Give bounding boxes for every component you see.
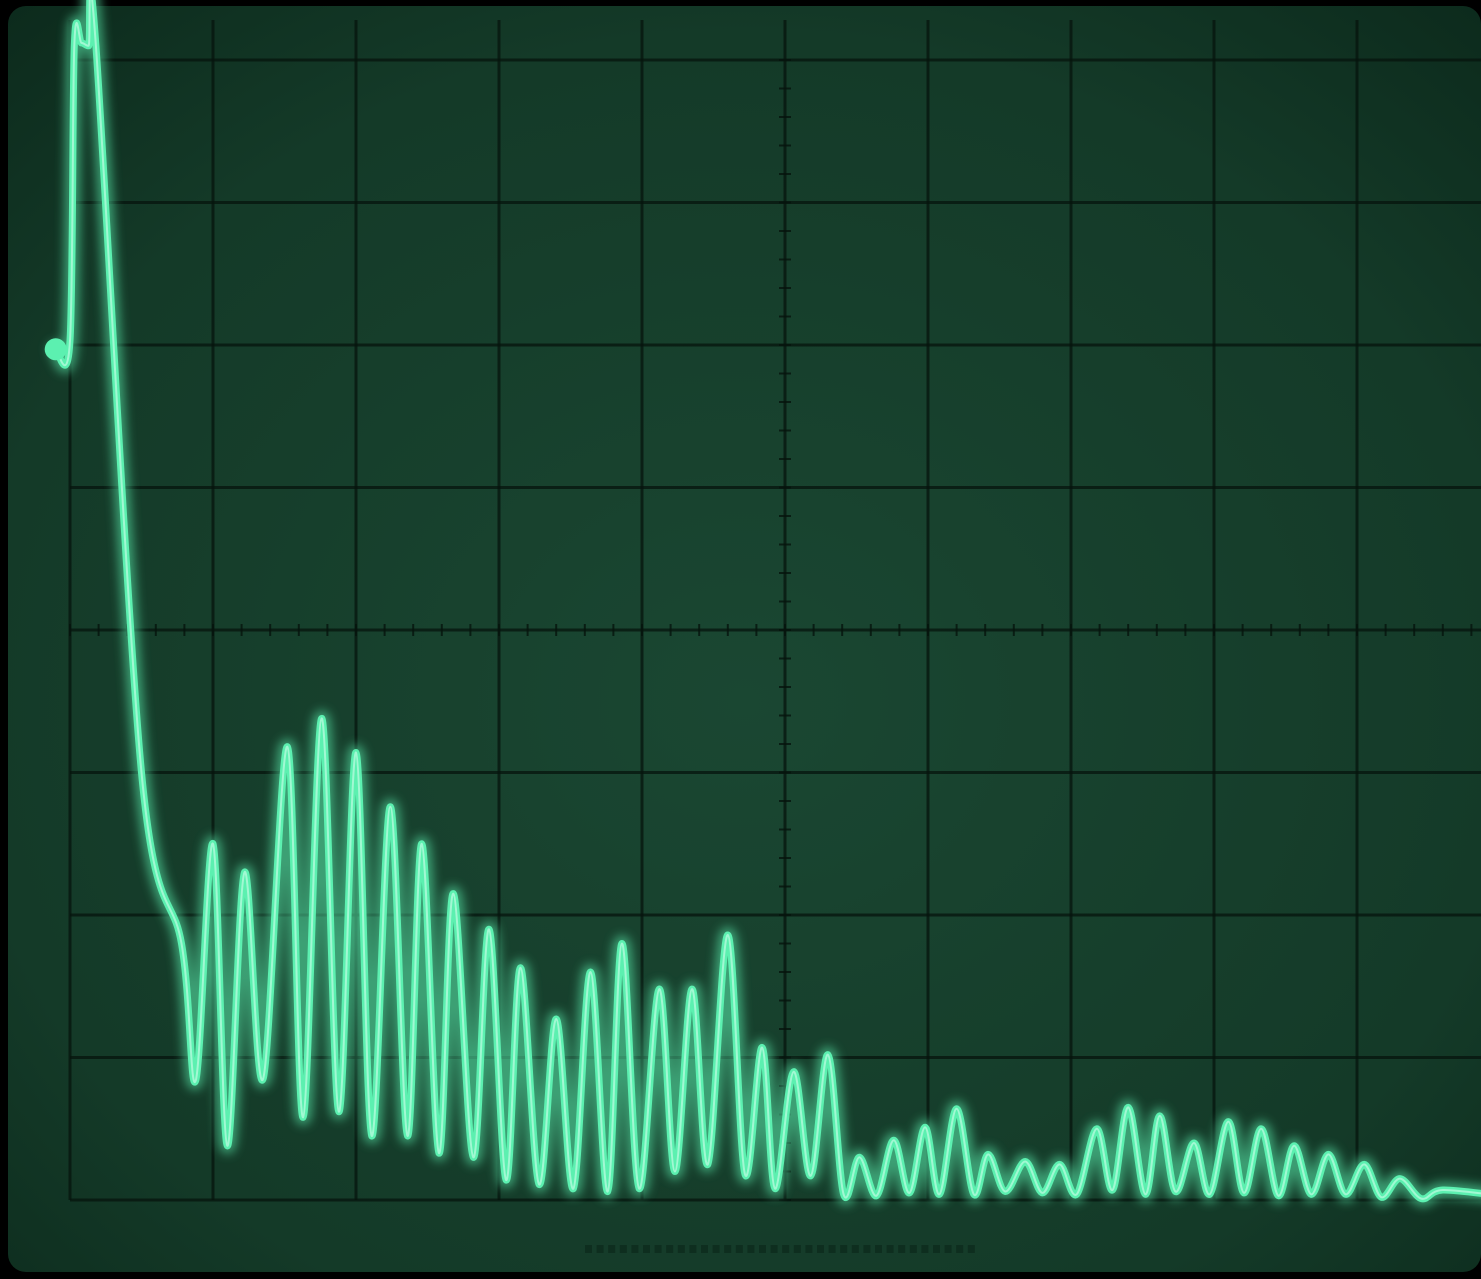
bottom-scale-mark xyxy=(666,1245,674,1253)
signal-trace xyxy=(44,0,1481,1207)
bottom-scale-mark xyxy=(596,1245,604,1253)
bottom-scale-mark xyxy=(770,1245,778,1253)
bottom-scale-mark xyxy=(909,1245,917,1253)
bottom-scale-mark xyxy=(712,1245,720,1253)
bottom-scale-mark xyxy=(828,1245,836,1253)
bottom-scale-mark xyxy=(956,1245,964,1253)
bottom-scale-mark xyxy=(677,1245,685,1253)
bottom-scale-mark xyxy=(886,1245,894,1253)
bottom-scale-mark xyxy=(631,1245,639,1253)
bottom-scale-mark xyxy=(817,1245,824,1253)
bottom-scale-mark xyxy=(840,1245,848,1253)
bottom-scale-mark xyxy=(619,1245,627,1253)
bottom-scale-mark xyxy=(759,1245,766,1253)
bottom-scale-mark xyxy=(805,1245,813,1253)
bottom-scale-mark xyxy=(851,1245,859,1253)
trace-core xyxy=(54,0,1481,1200)
bottom-scale-mark xyxy=(585,1245,592,1253)
bottom-scale-marks xyxy=(585,1245,975,1253)
bottom-scale-mark xyxy=(608,1245,616,1253)
bottom-scale-mark xyxy=(921,1245,929,1253)
bottom-scale-mark xyxy=(654,1245,662,1253)
bottom-scale-mark xyxy=(898,1245,906,1253)
bottom-scale-mark xyxy=(782,1245,790,1253)
bottom-scale-mark xyxy=(967,1245,975,1253)
trace-start-dot xyxy=(44,338,67,361)
bottom-scale-mark xyxy=(689,1245,697,1253)
bottom-scale-mark xyxy=(875,1245,882,1253)
bottom-scale-mark xyxy=(724,1245,732,1253)
bottom-scale-mark xyxy=(747,1245,755,1253)
bottom-scale-mark xyxy=(793,1245,801,1253)
bottom-scale-mark xyxy=(643,1245,650,1253)
bottom-scale-mark xyxy=(933,1245,940,1253)
bottom-scale-mark xyxy=(863,1245,871,1253)
bottom-scale-mark xyxy=(701,1245,708,1253)
bottom-scale-mark xyxy=(735,1245,743,1253)
bottom-scale-mark xyxy=(944,1245,952,1253)
